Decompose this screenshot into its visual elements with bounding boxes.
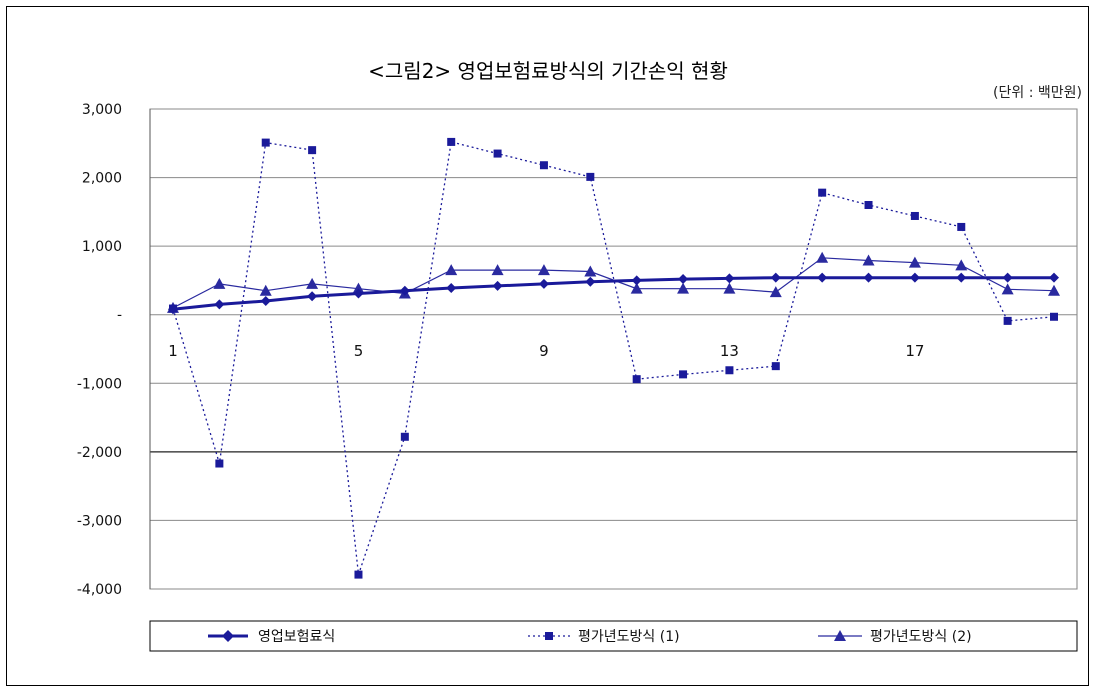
data-point-square [447, 137, 456, 146]
y-tick-label: -4,000 [77, 582, 122, 598]
data-point-square [864, 201, 873, 209]
y-tick-label: 2,000 [82, 171, 122, 187]
data-point-triangle [352, 282, 365, 294]
x-tick-label: 9 [539, 342, 549, 360]
data-point-diamond [678, 274, 689, 285]
data-point-diamond [585, 276, 596, 287]
series-line-1 [172, 276, 1054, 311]
data-point-square [1050, 312, 1058, 321]
legend-marker-square [545, 632, 553, 640]
legend: 영업보험료식 평가년도방식 (1) 평가년도방식 (2) [149, 620, 1078, 652]
y-axis-ticks: 3,000 2,000 1,000 - -1,000 -2,000 -3,000 -4,000 [77, 102, 122, 598]
y-tick-label: -1,000 [77, 376, 122, 392]
data-point-diamond [168, 304, 178, 315]
data-point-diamond [307, 291, 318, 302]
plot-background [149, 108, 1078, 590]
y-tick-label: -2,000 [77, 445, 122, 461]
data-point-triangle [306, 277, 319, 289]
data-point-triangle [677, 282, 690, 294]
data-point-diamond [724, 273, 735, 284]
data-point-diamond [770, 272, 781, 283]
data-point-triangle [723, 282, 736, 294]
data-point-square [400, 432, 409, 441]
legend-marker-triangle [834, 630, 846, 641]
chart-title: <그림2> 영업보험료방식의 기간손익 현황 [368, 59, 728, 83]
x-tick-label: 5 [354, 342, 364, 360]
data-point-triangle [445, 264, 458, 276]
data-point-diamond [353, 288, 364, 299]
data-point-square [215, 459, 224, 468]
data-point-square [725, 366, 734, 375]
data-point-triangle [491, 264, 504, 276]
legend-label-2: 평가년도방식 (1) [578, 629, 680, 645]
data-point-triangle [584, 265, 597, 277]
data-point-diamond [446, 282, 457, 293]
data-point-diamond [1049, 272, 1059, 283]
data-point-triangle [908, 256, 921, 268]
data-point-diamond [1002, 272, 1013, 283]
data-point-square [679, 370, 688, 379]
data-point-diamond [631, 275, 642, 286]
data-point-square [632, 375, 641, 384]
data-point-square [818, 188, 827, 197]
x-axis-ticks: 1 5 9 13 17 [168, 342, 924, 360]
data-point-square [586, 172, 595, 181]
data-point-diamond [817, 272, 828, 283]
y-tick-label: - [117, 308, 122, 324]
y-tick-label: -3,000 [77, 513, 122, 529]
data-point-triangle [769, 286, 782, 298]
data-point-triangle [213, 277, 226, 289]
data-point-square [539, 161, 548, 170]
data-point-triangle [1001, 283, 1014, 295]
series-line-2 [172, 141, 1055, 575]
data-point-square [261, 138, 270, 147]
data-point-triangle [537, 264, 550, 276]
x-tick-label: 13 [720, 342, 739, 360]
data-point-square [493, 149, 502, 158]
gridlines [149, 108, 1077, 590]
plot-area [149, 108, 1078, 590]
data-point-diamond [260, 296, 271, 306]
data-point-diamond [214, 299, 225, 310]
data-point-diamond [863, 272, 874, 283]
data-point-triangle [259, 284, 272, 296]
data-point-square [771, 362, 780, 371]
data-point-diamond [538, 278, 549, 289]
legend-box [149, 620, 1078, 652]
data-point-triangle [955, 259, 968, 271]
legend-label-3: 평가년도방식 (2) [870, 629, 972, 645]
data-point-diamond [492, 280, 503, 291]
data-point-square [1003, 316, 1012, 325]
unit-label: (단위 : 백만원) [993, 85, 1082, 101]
x-tick-label: 1 [168, 342, 178, 360]
x-tick-label: 17 [905, 342, 924, 360]
data-point-square [957, 222, 966, 231]
y-tick-label: 3,000 [82, 102, 122, 118]
legend-marker-diamond [222, 630, 234, 642]
data-point-triangle [816, 251, 829, 263]
data-point-diamond [956, 272, 967, 283]
series-layer [167, 137, 1060, 579]
data-point-diamond [909, 272, 920, 283]
legend-label-1: 영업보험료식 [258, 629, 335, 645]
data-point-triangle [1048, 284, 1060, 296]
data-point-triangle [630, 282, 643, 294]
y-tick-label: 1,000 [82, 239, 122, 255]
data-point-diamond [399, 285, 410, 296]
data-point-square [308, 146, 317, 155]
data-point-square [354, 570, 363, 579]
data-point-triangle [862, 254, 875, 266]
data-point-square [910, 211, 919, 220]
